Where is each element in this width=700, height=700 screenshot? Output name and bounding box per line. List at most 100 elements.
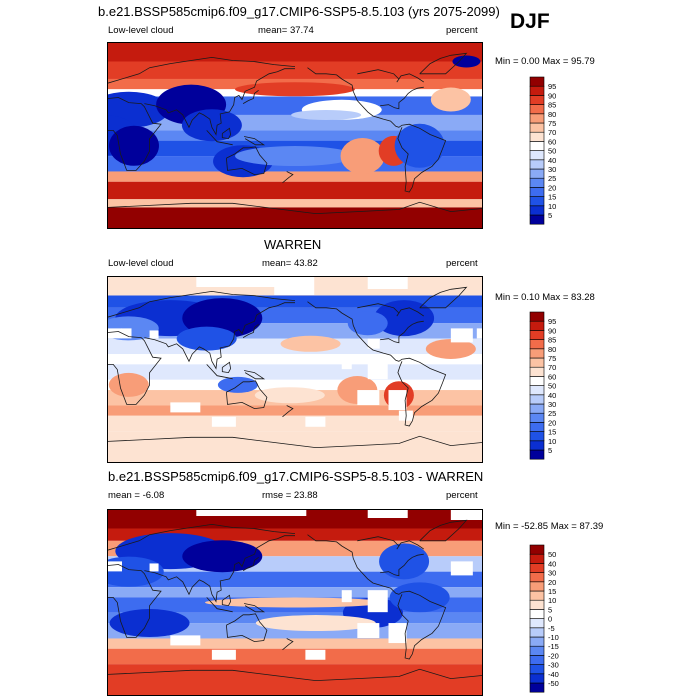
coastline — [226, 613, 268, 643]
colorbar-box — [529, 394, 545, 405]
missing-data — [341, 590, 352, 603]
colorbar-box — [529, 581, 545, 592]
missing-data — [367, 357, 388, 380]
colorbar-tick-label: 30 — [548, 569, 556, 578]
coastline — [242, 323, 259, 338]
field-region — [280, 335, 341, 352]
colorbar-box — [529, 422, 545, 432]
colorbar-tick-label: 60 — [548, 372, 556, 381]
coastline — [226, 146, 268, 176]
field-region — [176, 326, 237, 351]
panel3-units-label: percent — [446, 490, 478, 501]
season-label: DJF — [510, 10, 550, 33]
missing-data — [211, 416, 236, 427]
colorbar-tick-label: 30 — [548, 400, 556, 409]
colorbar-tick-label: 75 — [548, 119, 556, 128]
coastline — [108, 290, 296, 318]
field-region — [255, 615, 376, 632]
panel2-map — [107, 276, 483, 463]
field-region — [430, 87, 471, 112]
coastline — [108, 523, 296, 551]
field-region — [291, 109, 362, 120]
coastline — [144, 302, 295, 370]
panel3-title: b.e21.BSSP585cmip6.f09_g17.CMIP6-SSP5-8.… — [108, 469, 484, 484]
colorbar-box — [529, 95, 545, 105]
colorbar-box — [529, 673, 545, 684]
colorbar-box — [529, 159, 545, 170]
panel1-mean-label: mean= 37.74 — [258, 25, 314, 36]
missing-data — [196, 510, 307, 516]
colorbar-tick-label: 60 — [548, 137, 556, 146]
coastline — [144, 68, 295, 136]
colorbar-tick-label: 20 — [548, 418, 556, 427]
colorbar-tick-label: 50 — [548, 550, 556, 559]
colorbar-box — [529, 320, 545, 331]
colorbar-box — [529, 553, 545, 564]
coastline — [242, 556, 259, 571]
colorbar-box — [529, 141, 545, 151]
missing-data — [357, 623, 380, 639]
coastline — [108, 564, 162, 638]
colorbar-box — [529, 196, 545, 207]
colorbar-box — [529, 682, 545, 693]
panel3-rmse-label: rmse = 23.88 — [262, 490, 318, 501]
field-band — [108, 171, 482, 182]
colorbar-box — [529, 339, 545, 350]
panel1-units-label: percent — [446, 25, 478, 36]
field-region — [108, 125, 159, 166]
missing-data — [274, 277, 315, 295]
coastline — [226, 380, 268, 410]
colorbar-box — [529, 412, 545, 423]
field-region — [394, 123, 445, 168]
field-band — [108, 181, 482, 200]
missing-data — [367, 277, 408, 289]
colorbar-tick-label: 90 — [548, 91, 556, 100]
colorbar-box — [529, 330, 545, 340]
field-region — [425, 338, 476, 359]
coastline — [108, 435, 482, 449]
missing-data — [211, 649, 236, 660]
colorbar-box — [529, 150, 545, 161]
coastline — [282, 638, 294, 651]
colorbar-tick-label: 80 — [548, 345, 556, 354]
colorbar-tick-label: 95 — [548, 82, 556, 91]
missing-data — [388, 623, 407, 644]
field-band — [108, 354, 482, 365]
colorbar-tick-label: -5 — [548, 624, 555, 633]
missing-data — [357, 390, 380, 406]
colorbar-tick-label: -10 — [548, 633, 559, 642]
coastline — [419, 52, 468, 75]
colorbar-tick-label: -50 — [548, 679, 559, 688]
missing-data — [388, 390, 407, 411]
colorbar-box — [529, 168, 545, 179]
panel3-mean-label: mean = -6.08 — [108, 490, 165, 501]
colorbar-tick-label: 40 — [548, 391, 556, 400]
panel2-minmax: Min = 0.10 Max = 83.28 — [495, 292, 595, 303]
colorbar-tick-label: 10 — [548, 437, 556, 446]
panel1-left-label: Low-level cloud — [108, 25, 174, 36]
missing-data — [149, 563, 159, 572]
field-region — [235, 146, 355, 167]
colorbar-tick-label: 25 — [548, 174, 556, 183]
missing-data — [450, 561, 473, 576]
colorbar-box — [529, 599, 545, 610]
colorbar-box — [529, 664, 545, 675]
coastline — [108, 668, 482, 682]
field-band — [108, 571, 482, 588]
field-region — [205, 597, 385, 608]
panel3-minmax: Min = -52.85 Max = 87.39 — [495, 521, 604, 532]
missing-data — [170, 402, 201, 413]
coastline — [380, 86, 424, 110]
field-band — [108, 379, 482, 391]
field-region — [235, 82, 355, 97]
coastline — [221, 361, 232, 374]
colorbar-box — [529, 76, 545, 87]
field-region — [374, 300, 435, 337]
missing-data — [149, 330, 159, 339]
colorbar-tick-label: -40 — [548, 670, 559, 679]
colorbar-tick-label: 10 — [548, 202, 556, 211]
colorbar-tick-label: 5 — [548, 605, 552, 614]
colorbar-tick-label: 80 — [548, 110, 556, 119]
colorbar-tick-label: 70 — [548, 128, 556, 137]
